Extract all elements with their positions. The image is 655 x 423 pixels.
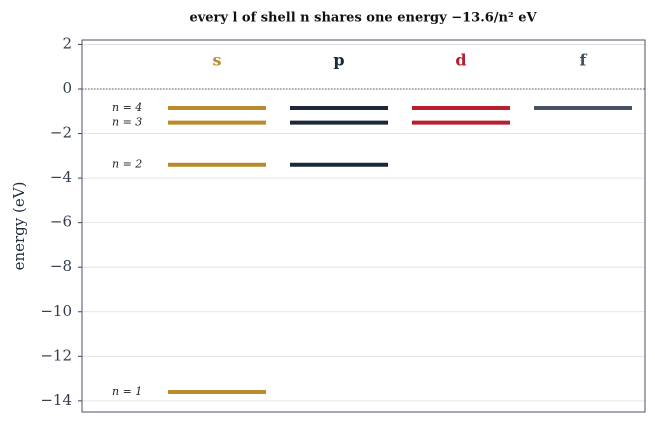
level-label: n = 1 (112, 385, 142, 398)
y-axis-label: energy (eV) (10, 182, 28, 271)
chart-title: every l of shell n shares one energy −13… (189, 11, 537, 26)
y-tick-label: 2 (62, 34, 72, 52)
level-label: n = 2 (112, 158, 142, 171)
y-tick-label: −4 (50, 168, 72, 186)
y-tick-label: −14 (40, 391, 72, 409)
level-label: n = 4 (112, 101, 142, 114)
y-tick-label: −12 (40, 346, 72, 364)
y-tick-label: −8 (50, 257, 72, 275)
level-label: n = 3 (112, 116, 142, 129)
plot-frame (81, 39, 646, 413)
y-tick-label: −10 (40, 302, 72, 320)
y-tick-label: −2 (50, 124, 72, 142)
category-label: d (455, 51, 466, 70)
y-tick-label: 0 (62, 79, 72, 97)
category-label: s (212, 51, 221, 70)
category-label: p (333, 51, 344, 70)
category-label: f (580, 51, 588, 70)
y-tick-label: −6 (50, 213, 72, 231)
